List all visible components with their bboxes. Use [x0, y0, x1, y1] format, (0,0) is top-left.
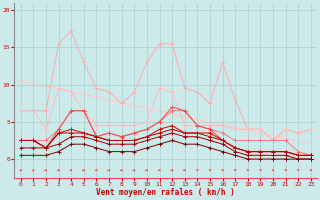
- X-axis label: Vent moyen/en rafales ( km/h ): Vent moyen/en rafales ( km/h ): [96, 188, 235, 197]
